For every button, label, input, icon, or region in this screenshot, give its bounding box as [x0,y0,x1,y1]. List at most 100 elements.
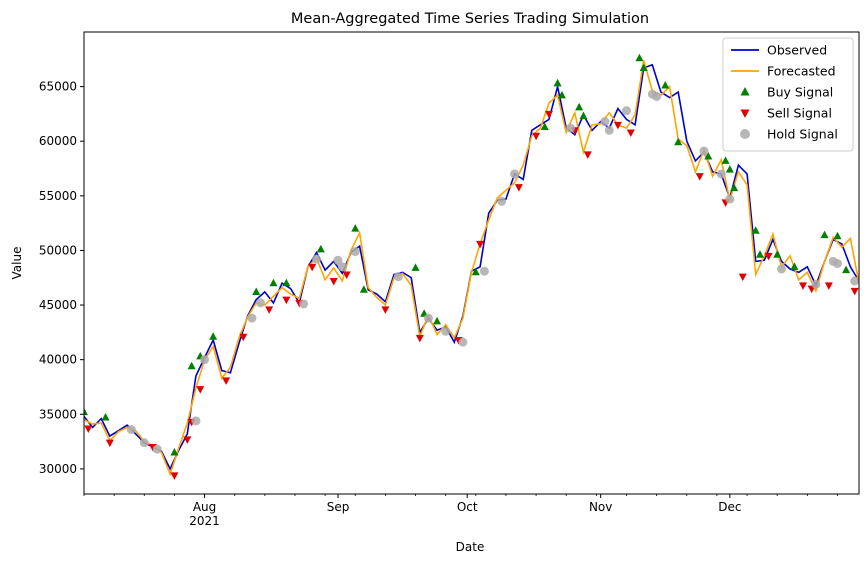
signal-marker-2-19 [566,123,576,133]
signal-marker-2-4 [200,355,210,365]
signal-marker-2-20 [600,117,610,127]
signal-marker-1-15 [381,306,390,314]
signal-marker-2-17 [497,196,507,206]
x-tick-label: Dec [718,500,741,514]
y-tick-label: 30000 [39,462,77,476]
signal-marker-2-3 [191,416,201,426]
signal-marker-2-10 [337,262,347,272]
signal-marker-1-10 [282,296,291,305]
signal-marker-2-27 [725,194,735,204]
signal-marker-0-28 [730,183,739,192]
signal-marker-2-21 [604,125,614,135]
chart-title: Mean-Aggregated Time Series Trading Simu… [291,11,649,27]
signal-marker-0-6 [252,287,261,295]
legend-entry: Observed [731,43,827,58]
signal-marker-0-7 [269,278,278,287]
signal-marker-2-29 [811,279,821,289]
y-tick-label: 55000 [39,189,77,203]
x-tick-label: Sep [327,500,350,514]
signal-marker-2-2 [152,444,162,454]
signal-marker-1-9 [265,306,274,314]
signal-marker-0-18 [557,90,566,99]
signal-marker-1-25 [626,129,635,137]
legend: Observed Forecasted Buy Signal Sell Signal H… [722,37,854,152]
legend-entry: Forecasted [731,64,836,79]
y-tick-label: 65000 [39,80,77,94]
x-tick-label: Oct [457,500,478,514]
y-tick-label: 50000 [39,243,77,257]
signal-marker-2-15 [458,337,468,347]
legend-label: Hold Signal [767,127,838,142]
signal-marker-0-3 [187,361,196,370]
signal-marker-2-1 [139,438,149,448]
signal-marker-0-12 [411,263,420,271]
signal-marker-2-8 [312,254,321,264]
signal-marker-2-28 [777,264,786,274]
signal-marker-2-11 [350,247,360,257]
signal-marker-1-29 [764,252,773,261]
signal-marker-0-24 [674,137,683,146]
signal-marker-2-32 [850,276,859,286]
signal-marker-1-28 [738,273,747,282]
signal-marker-1-30 [799,282,808,290]
legend-entry: Sell Signal [740,106,832,121]
signal-marker-1-16 [415,334,424,343]
signal-marker-0-34 [833,231,842,240]
signal-marker-0-31 [773,250,782,258]
signal-marker-2-14 [441,326,451,336]
signal-marker-1-7 [222,377,231,385]
signal-marker-2-12 [393,272,403,282]
signal-marker-0-32 [790,262,799,270]
signal-marker-1-33 [850,287,859,296]
signal-marker-0-14 [433,316,442,325]
signal-marker-2-9 [333,255,343,265]
signal-marker-1-24 [613,121,622,130]
signal-marker-0-35 [842,265,851,274]
legend-sell-swatch [740,109,750,118]
signal-marker-0-30 [755,250,764,258]
legend-label: Observed [767,43,827,58]
plot-frame [83,31,860,495]
signal-marker-1-26 [695,173,704,181]
legend-hold-swatch [740,129,750,139]
signal-marker-1-20 [532,132,541,141]
x-axis-label: Date [456,540,485,554]
signal-marker-2-31 [832,259,842,269]
legend-buy-swatch [740,87,750,96]
signal-marker-2-24 [652,91,662,101]
signal-marker-2-6 [256,298,266,308]
signal-marker-1-23 [583,151,592,159]
signal-marker-0-25 [704,152,713,160]
signal-marker-1-1 [105,439,114,448]
legend-label: Forecasted [767,64,836,79]
y-axis-label: Value [10,247,24,280]
signal-marker-0-15 [471,267,480,276]
signal-marker-0-2 [170,447,179,456]
signal-marker-0-21 [635,53,644,62]
signal-marker-0-17 [553,78,562,87]
signal-marker-0-0 [84,407,88,416]
signal-marker-0-20 [579,111,588,120]
signal-marker-0-23 [661,81,670,89]
signal-marker-2-22 [622,106,631,116]
signal-marker-2-7 [299,299,309,309]
signal-marker-0-22 [639,63,648,72]
signal-marker-1-4 [183,436,192,444]
signal-marker-0-5 [209,332,218,340]
signal-marker-0-10 [351,224,360,232]
legend-entry: Buy Signal [740,85,833,100]
y-axis: 30000 35000 40000 45000 50000 55000 60000 65000 [39,80,84,476]
signal-marker-1-12 [308,263,317,272]
signal-marker-1-6 [196,386,205,394]
signal-marker-1-14 [342,271,351,279]
legend-label: Buy Signal [767,85,833,100]
legend-box [722,37,854,152]
y-tick-label: 40000 [39,353,77,367]
signal-marker-1-21 [545,110,553,119]
x-tick-sublabel: 2021 [189,514,220,528]
signal-marker-1-19 [514,184,523,192]
y-tick-label: 45000 [39,298,77,312]
signal-marker-2-13 [423,313,433,323]
signal-marker-1-13 [329,278,338,286]
